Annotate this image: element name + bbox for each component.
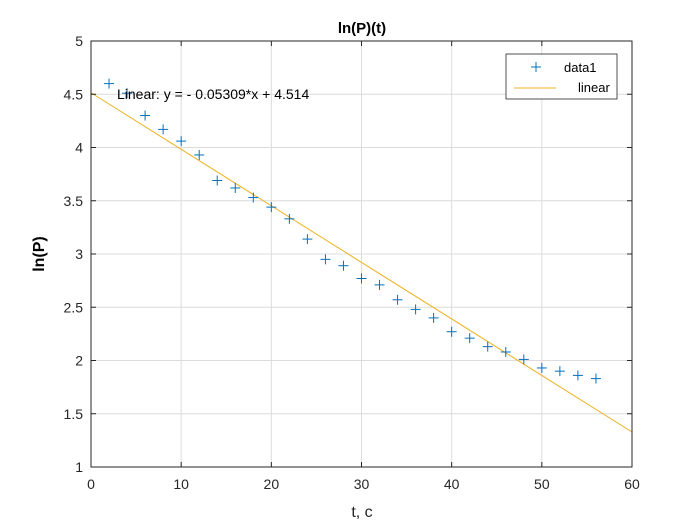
legend-box — [505, 53, 618, 100]
data-point — [284, 213, 295, 224]
fit-line-layer — [90, 92, 633, 433]
x-tick-label: 30 — [354, 476, 370, 492]
data-point — [302, 234, 313, 245]
data-point — [140, 110, 151, 121]
data-point — [104, 78, 115, 89]
x-tick-label: 60 — [624, 476, 640, 492]
data-point — [374, 279, 385, 290]
y-tick-label: 1 — [75, 459, 83, 475]
x-tick-label: 20 — [264, 476, 280, 492]
data-point — [392, 294, 403, 305]
legend-data1-label: data1 — [564, 60, 597, 75]
chart-title: ln(P)(t) — [338, 20, 386, 37]
data-point — [428, 312, 439, 323]
y-tick-label: 1.5 — [64, 406, 84, 422]
data-point — [194, 149, 205, 160]
legend: data1 linear — [505, 53, 618, 100]
x-tick-label: 0 — [87, 476, 95, 492]
data-point — [122, 88, 133, 99]
data-point — [464, 333, 475, 344]
data-layer — [104, 78, 601, 384]
data-point — [536, 362, 547, 373]
x-axis-label: t, c — [351, 504, 372, 521]
y-axis-label: ln(P) — [31, 236, 48, 272]
y-tick-label: 4.5 — [64, 86, 84, 102]
data-point — [446, 326, 457, 337]
y-tick-label: 2 — [75, 353, 83, 369]
data-point — [518, 354, 529, 365]
data-point — [176, 136, 187, 147]
y-tick-label: 3.5 — [64, 193, 84, 209]
data-point — [356, 273, 367, 284]
data-point — [212, 175, 223, 186]
y-axis-ticks: 1 1.5 2 2.5 3 3.5 4 4.5 5 — [64, 33, 632, 475]
y-tick-label: 2.5 — [64, 299, 84, 315]
fit-equation-annotation: Linear: y = - 0.05309*x + 4.514 — [117, 86, 309, 102]
x-tick-label: 10 — [173, 476, 189, 492]
data-point — [500, 346, 511, 357]
data-point — [590, 373, 601, 384]
data-point — [230, 182, 241, 193]
x-tick-label: 40 — [444, 476, 460, 492]
legend-linear-label: linear — [578, 80, 610, 95]
data-point — [338, 260, 349, 271]
y-tick-label: 4 — [75, 140, 83, 156]
legend-data1-marker — [531, 62, 541, 72]
y-tick-label: 5 — [75, 33, 83, 49]
data-point — [554, 366, 565, 377]
y-tick-label: 3 — [75, 246, 83, 262]
data-point — [572, 370, 583, 381]
x-tick-label: 50 — [534, 476, 550, 492]
data-point — [320, 254, 331, 265]
fit-line — [90, 92, 633, 433]
data-point — [482, 341, 493, 352]
data-point — [266, 202, 277, 213]
data-point — [158, 124, 169, 135]
data-point — [248, 192, 259, 203]
data-point — [410, 304, 421, 315]
x-axis-ticks: 0 10 20 30 40 50 60 — [87, 41, 640, 492]
